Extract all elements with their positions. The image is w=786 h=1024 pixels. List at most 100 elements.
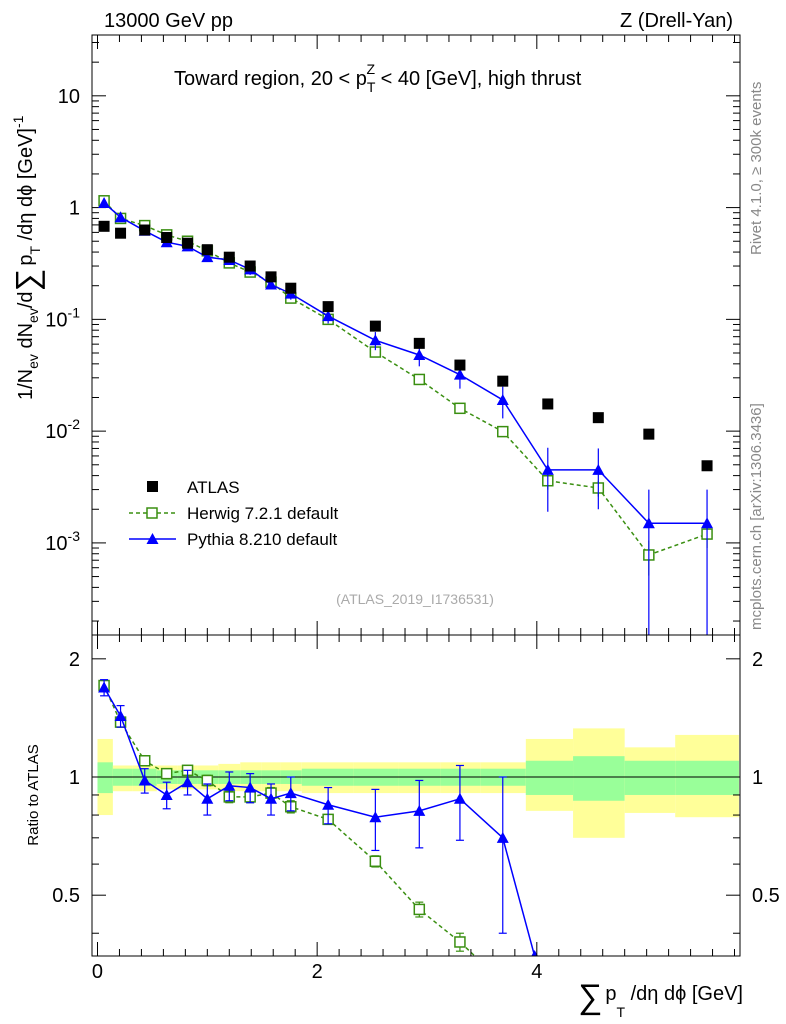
herwig-ratio-point [138, 755, 151, 767]
legend-marker-pythia [146, 533, 159, 544]
stat-uncertainty-band [573, 756, 625, 801]
atlas-point [115, 227, 127, 239]
pythia-ratio-point [369, 811, 382, 823]
x-tick-label: 4 [531, 961, 542, 983]
pythia-point [701, 517, 714, 529]
ratio-data-layer [98, 679, 538, 987]
pythia-ratio-point [181, 776, 194, 788]
x-tick-label: 0 [92, 961, 103, 983]
legend: ATLAS Herwig 7.2.1 default Pythia 8.210 … [129, 478, 338, 549]
main-panel: 10 1 10-1 10-2 10-3 Toward region, 20 < pTZ … [9, 34, 741, 636]
pythia-ratio-point [284, 787, 297, 799]
pythia-point [642, 517, 655, 529]
atlas-point [454, 359, 466, 371]
atlas-point [369, 320, 381, 332]
title-sup: Z [366, 61, 375, 77]
atlas-point [244, 260, 256, 272]
atlas-point [201, 244, 213, 256]
title-part-b: < 40 [GeV], high thrust [375, 68, 582, 90]
atlas-point [497, 375, 509, 387]
x-tick-labels: 0 2 4 [92, 961, 542, 983]
x-tick-label: 2 [312, 961, 323, 983]
stat-uncertainty-band [624, 760, 676, 795]
main-y-tick-label: 10-2 [45, 416, 80, 443]
herwig-point [497, 425, 509, 438]
mcplots-label: mcplots.cern.ch [arXiv:1306.3436] [748, 403, 765, 630]
pythia-ratio-point [322, 798, 335, 810]
pythia-ratio-point [201, 792, 214, 804]
pythia-ratio-point [413, 804, 426, 816]
main-y-tick-label: 10 [58, 86, 80, 108]
main-y-axis-label: 1/Nev dNev/d∑pT /dη dϕ [GeV]-1 [9, 115, 45, 400]
pythia-ratio-point [98, 681, 111, 693]
legend-marker-atlas [147, 481, 158, 492]
stat-uncertainty-band [525, 760, 574, 795]
legend-label-herwig: Herwig 7.2.1 default [187, 504, 338, 523]
pythia-point [114, 211, 127, 223]
atlas-point [542, 398, 554, 410]
main-y-tick-labels: 10 1 10-1 10-2 10-3 [45, 86, 80, 555]
rivet-version-label: Rivet 4.1.0, ≥ 300k events [748, 82, 765, 255]
herwig-ratio-point [498, 977, 508, 987]
pythia-ratio-point [531, 950, 538, 956]
legend-label-atlas: ATLAS [187, 478, 240, 497]
atlas-point [139, 224, 151, 236]
stat-uncertainty-band [675, 760, 739, 795]
energy-label: 13000 GeV pp [104, 10, 233, 32]
atlas-point [701, 460, 713, 472]
pythia-point [322, 310, 335, 322]
pythia-point [413, 348, 426, 360]
pythia-point [265, 278, 278, 290]
title-sub: T [367, 79, 376, 95]
pythia-ratio-point [223, 779, 236, 791]
ratio-y-tick-label: 2 [69, 649, 80, 671]
herwig-ratio-line [103, 685, 476, 956]
ratio-y-tick-label-right: 2 [752, 649, 763, 671]
ratio-y-ticks [92, 658, 740, 934]
atlas-point [592, 412, 604, 424]
pythia-ratio-point [160, 788, 173, 800]
pythia-point [98, 196, 111, 208]
main-data-layer [98, 195, 714, 635]
pythia-point [592, 463, 605, 475]
main-y-tick-label: 10-1 [45, 304, 80, 331]
atlas-point [223, 251, 235, 263]
main-plot-title: Toward region, 20 < pTZ < 40 [GeV], high… [174, 61, 582, 95]
pythia-point [369, 334, 382, 346]
ratio-panel-frame [91, 634, 741, 957]
ratio-y-axis-label: Ratio to ATLAS [25, 744, 42, 845]
herwig-ratio-point [369, 855, 382, 868]
atlas-point [413, 337, 425, 349]
atlas-point [643, 428, 655, 440]
pythia-ratio-point [453, 792, 466, 804]
atlas-point [161, 231, 173, 243]
pythia-point [541, 463, 554, 475]
pythia-ratio-point [496, 831, 509, 843]
title-part-a: Toward region, 20 < p [174, 68, 367, 90]
herwig-point [413, 373, 426, 386]
ratio-y-tick-label-right: 0.5 [752, 885, 780, 907]
atlas-point [265, 271, 277, 283]
ratio-y-tick-labels: 2 2 1 1 0.5 0.5 [52, 649, 780, 907]
process-label: Z (Drell-Yan) [620, 10, 733, 32]
ratio-y-tick-label-right: 1 [752, 767, 763, 789]
pythia-ratio-point [138, 774, 151, 786]
pythia-ratio-point [244, 781, 257, 793]
pythia-point [496, 393, 509, 405]
x-axis-label: ∑ pT /dη dϕ [GeV] [578, 978, 743, 1020]
legend-label-pythia: Pythia 8.210 default [187, 530, 338, 549]
main-y-ticks [92, 41, 740, 622]
herwig-point [454, 402, 466, 415]
atlas-point [285, 282, 297, 294]
pythia-point [201, 251, 214, 263]
atlas-point [322, 301, 334, 313]
x-ticks [96, 35, 736, 956]
pythia-ratio-point [265, 792, 278, 804]
ratio-uncertainty-bands [97, 728, 739, 838]
ratio-y-tick-label: 1 [69, 767, 80, 789]
ratio-y-tick-label: 0.5 [52, 885, 80, 907]
herwig-line [103, 200, 708, 556]
herwig-ratio-point [413, 903, 426, 916]
pythia-ratio-line [103, 687, 536, 956]
